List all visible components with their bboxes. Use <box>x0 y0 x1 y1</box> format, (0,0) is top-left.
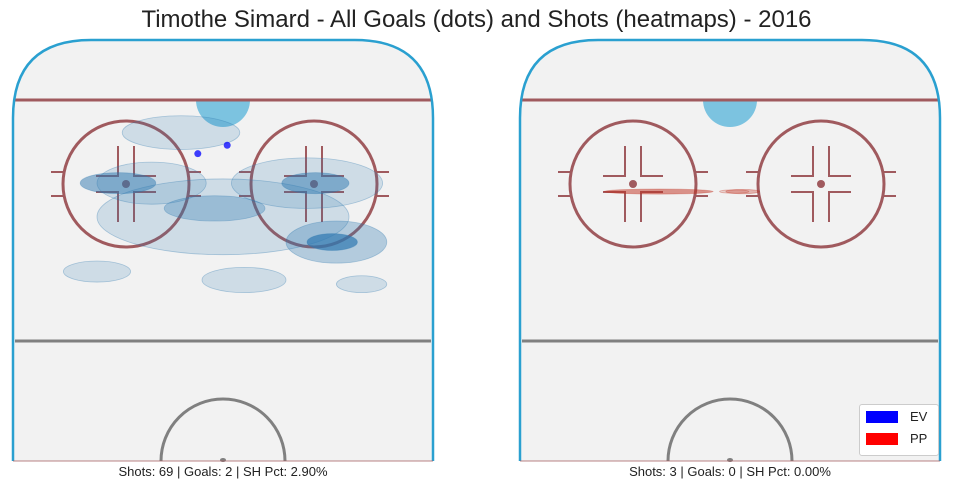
rink-pp <box>518 38 942 462</box>
center-circle <box>159 397 287 462</box>
heat-region-2 <box>719 189 750 194</box>
legend: EV PP <box>859 404 939 456</box>
heat-region-1 <box>96 161 207 205</box>
goal-dot-0 <box>194 150 202 158</box>
rink-boards <box>11 38 435 461</box>
ice-surface <box>520 40 940 461</box>
ice-surface <box>13 40 433 461</box>
legend-swatch-pp <box>866 433 898 445</box>
legend-swatch-ev <box>866 411 898 423</box>
heat-region-0 <box>79 172 157 195</box>
heat-region-8 <box>121 115 241 150</box>
goal-crease <box>196 100 250 127</box>
center-circle <box>666 397 794 462</box>
goal-dot-1 <box>223 141 231 149</box>
faceoff-hash-left-1 <box>640 146 663 177</box>
heat-region-4 <box>163 195 266 222</box>
faceoff-dot-right <box>817 180 825 188</box>
rink-ev <box>11 38 435 462</box>
ev-stats-caption: Shots: 69 | Goals: 2 | SH Pct: 2.90% <box>118 464 328 479</box>
heat-region-2 <box>281 172 350 195</box>
rink-boards <box>518 38 942 461</box>
heat-region-5 <box>96 178 350 256</box>
heat-region-1 <box>725 189 760 195</box>
heat-region-6 <box>306 233 358 251</box>
faceoff-hash-right-1 <box>828 146 851 177</box>
faceoff-circle-right <box>756 119 886 249</box>
legend-label-pp: PP <box>910 431 928 446</box>
heat-region-3 <box>230 157 383 209</box>
faceoff-circle-left <box>61 119 191 249</box>
legend-label-ev: EV <box>910 409 928 424</box>
heat-region-9 <box>201 266 287 293</box>
heat-region-11 <box>335 275 388 293</box>
heat-region-0 <box>603 188 714 195</box>
heat-region-7 <box>285 220 388 264</box>
goal-crease <box>703 100 757 127</box>
faceoff-hash-right-3 <box>828 191 851 222</box>
faceoff-hash-left-0 <box>603 146 626 177</box>
pp-stats-caption: Shots: 3 | Goals: 0 | SH Pct: 0.00% <box>629 464 831 479</box>
faceoff-circle-left <box>568 119 698 249</box>
chart-title: Timothe Simard - All Goals (dots) and Sh… <box>141 6 812 33</box>
faceoff-dot-left <box>629 180 637 188</box>
faceoff-hash-right-0 <box>791 146 814 177</box>
faceoff-hash-right-2 <box>791 191 814 222</box>
heat-region-10 <box>63 260 131 283</box>
